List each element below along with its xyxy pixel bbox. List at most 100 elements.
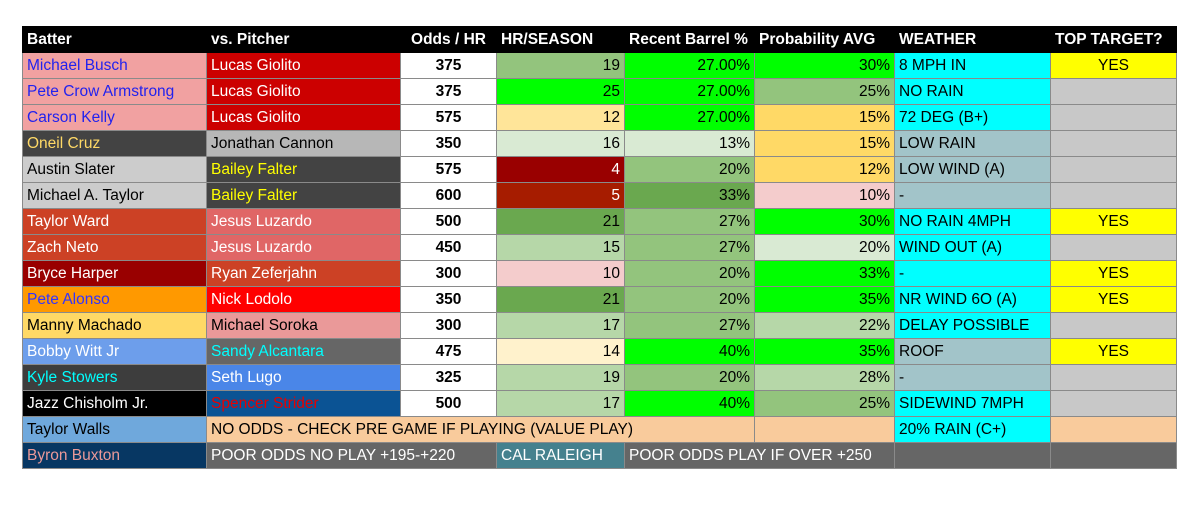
hr-season-cell[interactable]: 15 xyxy=(496,234,625,261)
header-vs-pitcher[interactable]: vs. Pitcher xyxy=(206,26,401,53)
weather-cell[interactable]: 8 MPH IN xyxy=(894,52,1051,79)
probability-cell[interactable]: 30% xyxy=(754,208,895,235)
hr-season-cell[interactable]: 19 xyxy=(496,52,625,79)
batter-cell[interactable]: Austin Slater xyxy=(22,156,207,183)
odds-cell[interactable]: 350 xyxy=(400,286,497,313)
barrel-cell[interactable]: 20% xyxy=(624,364,755,391)
weather-cell[interactable]: 20% RAIN (C+) xyxy=(894,416,1051,443)
header-weather[interactable]: WEATHER xyxy=(894,26,1051,53)
barrel-cell[interactable]: 27.00% xyxy=(624,104,755,131)
hr-season-cell[interactable]: 21 xyxy=(496,286,625,313)
weather-cell[interactable]: NO RAIN xyxy=(894,78,1051,105)
note-cell[interactable]: POOR ODDS NO PLAY +195-+220 xyxy=(206,442,497,469)
batter-cell[interactable]: Bobby Witt Jr xyxy=(22,338,207,365)
hr-season-cell[interactable]: 19 xyxy=(496,364,625,391)
pitcher-cell[interactable]: Jesus Luzardo xyxy=(206,208,401,235)
note2-cell[interactable]: POOR ODDS PLAY IF OVER +250 xyxy=(624,442,895,469)
pitcher-cell[interactable]: Lucas Giolito xyxy=(206,78,401,105)
top-target-cell[interactable]: YES xyxy=(1050,260,1177,287)
note-cell[interactable]: NO ODDS - CHECK PRE GAME IF PLAYING (VAL… xyxy=(206,416,755,443)
pitcher-cell[interactable]: Seth Lugo xyxy=(206,364,401,391)
weather-cell[interactable]: DELAY POSSIBLE xyxy=(894,312,1051,339)
probability-cell[interactable]: 25% xyxy=(754,390,895,417)
hr-season-cell[interactable]: 17 xyxy=(496,312,625,339)
odds-cell[interactable]: 350 xyxy=(400,130,497,157)
top-target-cell[interactable] xyxy=(1050,104,1177,131)
barrel-cell[interactable]: 40% xyxy=(624,338,755,365)
probability-cell[interactable]: 12% xyxy=(754,156,895,183)
odds-cell[interactable]: 375 xyxy=(400,78,497,105)
pitcher-cell[interactable]: Lucas Giolito xyxy=(206,104,401,131)
probability-cell[interactable]: 35% xyxy=(754,338,895,365)
probability-cell[interactable]: 30% xyxy=(754,52,895,79)
barrel-cell[interactable]: 20% xyxy=(624,286,755,313)
barrel-cell[interactable]: 27% xyxy=(624,208,755,235)
probability-cell[interactable]: 22% xyxy=(754,312,895,339)
batter-cell[interactable]: Jazz Chisholm Jr. xyxy=(22,390,207,417)
top-target-cell[interactable] xyxy=(1050,234,1177,261)
pitcher-cell[interactable]: Bailey Falter xyxy=(206,182,401,209)
weather-cell[interactable]: NR WIND 6O (A) xyxy=(894,286,1051,313)
odds-cell[interactable]: 600 xyxy=(400,182,497,209)
probability-cell[interactable]: 25% xyxy=(754,78,895,105)
probability-cell[interactable]: 20% xyxy=(754,234,895,261)
batter-cell[interactable]: Michael Busch xyxy=(22,52,207,79)
odds-cell[interactable]: 300 xyxy=(400,260,497,287)
pitcher-cell[interactable]: Nick Lodolo xyxy=(206,286,401,313)
header-top-target[interactable]: TOP TARGET? xyxy=(1050,26,1177,53)
top-target-cell[interactable]: YES xyxy=(1050,52,1177,79)
weather-cell[interactable]: WIND OUT (A) xyxy=(894,234,1051,261)
weather-cell[interactable]: LOW RAIN xyxy=(894,130,1051,157)
barrel-cell[interactable]: 27.00% xyxy=(624,78,755,105)
barrel-cell[interactable]: 27% xyxy=(624,312,755,339)
probability-cell[interactable]: 10% xyxy=(754,182,895,209)
probability-cell[interactable]: 35% xyxy=(754,286,895,313)
top-target-cell[interactable] xyxy=(1050,182,1177,209)
barrel-cell[interactable]: 13% xyxy=(624,130,755,157)
pitcher-cell[interactable]: Spencer Strider xyxy=(206,390,401,417)
batter-cell[interactable]: Manny Machado xyxy=(22,312,207,339)
top-target-cell[interactable] xyxy=(1050,312,1177,339)
hr-season-cell[interactable]: 17 xyxy=(496,390,625,417)
barrel-cell[interactable]: 20% xyxy=(624,260,755,287)
top-target-cell[interactable] xyxy=(1050,364,1177,391)
top-target-cell[interactable]: YES xyxy=(1050,338,1177,365)
batter-cell[interactable]: Zach Neto xyxy=(22,234,207,261)
probability-cell[interactable]: 15% xyxy=(754,130,895,157)
batter-cell[interactable]: Byron Buxton xyxy=(22,442,207,469)
top-target-cell[interactable] xyxy=(1050,156,1177,183)
probability-cell[interactable]: 15% xyxy=(754,104,895,131)
weather-cell[interactable]: SIDEWIND 7MPH xyxy=(894,390,1051,417)
pitcher-cell[interactable]: Bailey Falter xyxy=(206,156,401,183)
odds-cell[interactable]: 500 xyxy=(400,390,497,417)
weather-cell[interactable]: - xyxy=(894,182,1051,209)
header-odds[interactable]: Odds / HR xyxy=(400,26,497,53)
weather-cell[interactable]: ROOF xyxy=(894,338,1051,365)
weather-cell[interactable]: LOW WIND (A) xyxy=(894,156,1051,183)
top-target-cell[interactable] xyxy=(1050,442,1177,469)
weather-cell[interactable]: NO RAIN 4MPH xyxy=(894,208,1051,235)
barrel-cell[interactable]: 20% xyxy=(624,156,755,183)
batter-cell[interactable]: Pete Alonso xyxy=(22,286,207,313)
odds-cell[interactable]: 500 xyxy=(400,208,497,235)
pitcher-cell[interactable]: Michael Soroka xyxy=(206,312,401,339)
batter-cell[interactable]: Taylor Ward xyxy=(22,208,207,235)
batter-cell[interactable]: Taylor Walls xyxy=(22,416,207,443)
probability-cell[interactable]: 28% xyxy=(754,364,895,391)
barrel-cell[interactable]: 40% xyxy=(624,390,755,417)
top-target-cell[interactable] xyxy=(1050,416,1177,443)
pitcher-cell[interactable]: Ryan Zeferjahn xyxy=(206,260,401,287)
hr-season-cell[interactable]: 14 xyxy=(496,338,625,365)
top-target-cell[interactable]: YES xyxy=(1050,208,1177,235)
barrel-cell[interactable]: 27.00% xyxy=(624,52,755,79)
top-target-cell[interactable] xyxy=(1050,78,1177,105)
header-batter[interactable]: Batter xyxy=(22,26,207,53)
odds-cell[interactable]: 300 xyxy=(400,312,497,339)
hr-season-cell[interactable]: 4 xyxy=(496,156,625,183)
batter-cell[interactable]: Bryce Harper xyxy=(22,260,207,287)
probability-cell[interactable]: 33% xyxy=(754,260,895,287)
barrel-cell[interactable]: 27% xyxy=(624,234,755,261)
hr-season-cell[interactable]: 25 xyxy=(496,78,625,105)
batter-cell[interactable]: Oneil Cruz xyxy=(22,130,207,157)
extra-player-cell[interactable]: CAL RALEIGH xyxy=(496,442,625,469)
